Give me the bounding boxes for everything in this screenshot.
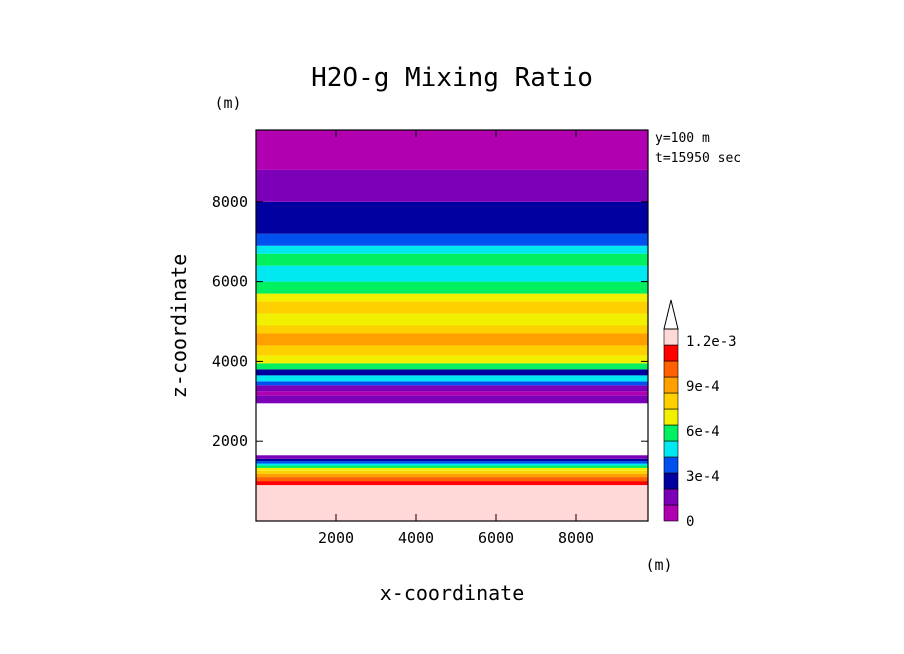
colorbar-tick-label: 0 bbox=[686, 514, 694, 530]
contour-band bbox=[256, 381, 648, 386]
colorbar-swatch bbox=[663, 392, 679, 410]
contour-band bbox=[256, 130, 648, 170]
colorbar-swatch bbox=[663, 488, 679, 506]
contour-band bbox=[256, 485, 648, 521]
colorbar-tick-label: 1.2e-3 bbox=[686, 334, 737, 350]
contour-band bbox=[256, 355, 648, 364]
y-unit-label: (m) bbox=[214, 94, 241, 112]
colorbar-swatch bbox=[663, 424, 679, 442]
contour-band bbox=[256, 467, 648, 471]
contour-band bbox=[256, 395, 648, 404]
x-axis-ticks: 2000 4000 6000 8000 bbox=[318, 130, 594, 547]
contour-band bbox=[256, 465, 648, 468]
contour-band bbox=[256, 281, 648, 294]
contour-band bbox=[256, 345, 648, 356]
contour-band bbox=[256, 233, 648, 246]
contour-band bbox=[256, 391, 648, 396]
colorbar-swatch bbox=[663, 504, 679, 522]
contour-band bbox=[256, 470, 648, 474]
colorbar-tick-label: 3e-4 bbox=[686, 469, 720, 485]
contour-band bbox=[256, 461, 648, 464]
contour-band bbox=[256, 473, 648, 478]
contour-band bbox=[256, 458, 648, 462]
contour-band bbox=[256, 169, 648, 202]
colorbar-tick-label: 6e-4 bbox=[686, 424, 720, 440]
contour-band bbox=[256, 363, 648, 370]
contour-band bbox=[256, 245, 648, 254]
y-tick-label: 2000 bbox=[212, 432, 248, 450]
y-tick-label: 4000 bbox=[212, 352, 248, 370]
contour-band bbox=[256, 403, 648, 456]
colorbar-tick-label: 9e-4 bbox=[686, 379, 720, 395]
contour-band bbox=[256, 293, 648, 302]
contour-band bbox=[256, 481, 648, 486]
contour-band bbox=[256, 301, 648, 314]
x-tick-label: 2000 bbox=[318, 529, 354, 547]
plot-frame bbox=[255, 129, 649, 522]
contour-bands bbox=[256, 130, 648, 521]
annotation-time: t=15950 sec bbox=[655, 151, 741, 166]
contour-band bbox=[256, 385, 648, 392]
colorbar-swatch bbox=[663, 376, 679, 394]
colorbar-swatch bbox=[663, 408, 679, 426]
contour-band bbox=[256, 477, 648, 482]
y-tick-label: 8000 bbox=[212, 193, 248, 211]
x-tick-label: 6000 bbox=[478, 529, 514, 547]
colorbar: 0 3e-4 6e-4 9e-4 1.2e-3 bbox=[663, 299, 737, 530]
contour-band bbox=[256, 375, 648, 382]
contour-band bbox=[256, 265, 648, 282]
contour-band bbox=[256, 333, 648, 346]
colorbar-swatch bbox=[663, 440, 679, 458]
contour-band bbox=[256, 313, 648, 326]
contour-band bbox=[256, 463, 648, 466]
colorbar-swatch bbox=[663, 360, 679, 378]
x-tick-label: 4000 bbox=[398, 529, 434, 547]
y-axis-label: z-coordinate bbox=[167, 254, 191, 399]
annotation-y-slice: y=100 m bbox=[655, 131, 710, 146]
y-tick-label: 6000 bbox=[212, 273, 248, 291]
colorbar-swatch bbox=[663, 456, 679, 474]
x-axis-label: x-coordinate bbox=[380, 581, 525, 605]
contour-band bbox=[256, 253, 648, 266]
y-axis-ticks: 2000 4000 6000 8000 bbox=[212, 193, 648, 450]
contour-band bbox=[256, 455, 648, 459]
colorbar-extend-arrow bbox=[663, 299, 679, 330]
colorbar-swatch bbox=[663, 344, 679, 362]
colorbar-swatch bbox=[663, 328, 679, 346]
chart-title: H2O-g Mixing Ratio bbox=[311, 63, 593, 93]
x-unit-label: (m) bbox=[645, 556, 672, 574]
contour-band bbox=[256, 325, 648, 334]
x-tick-label: 8000 bbox=[558, 529, 594, 547]
colorbar-swatch bbox=[663, 472, 679, 490]
contour-band bbox=[256, 369, 648, 376]
contour-band bbox=[256, 201, 648, 234]
